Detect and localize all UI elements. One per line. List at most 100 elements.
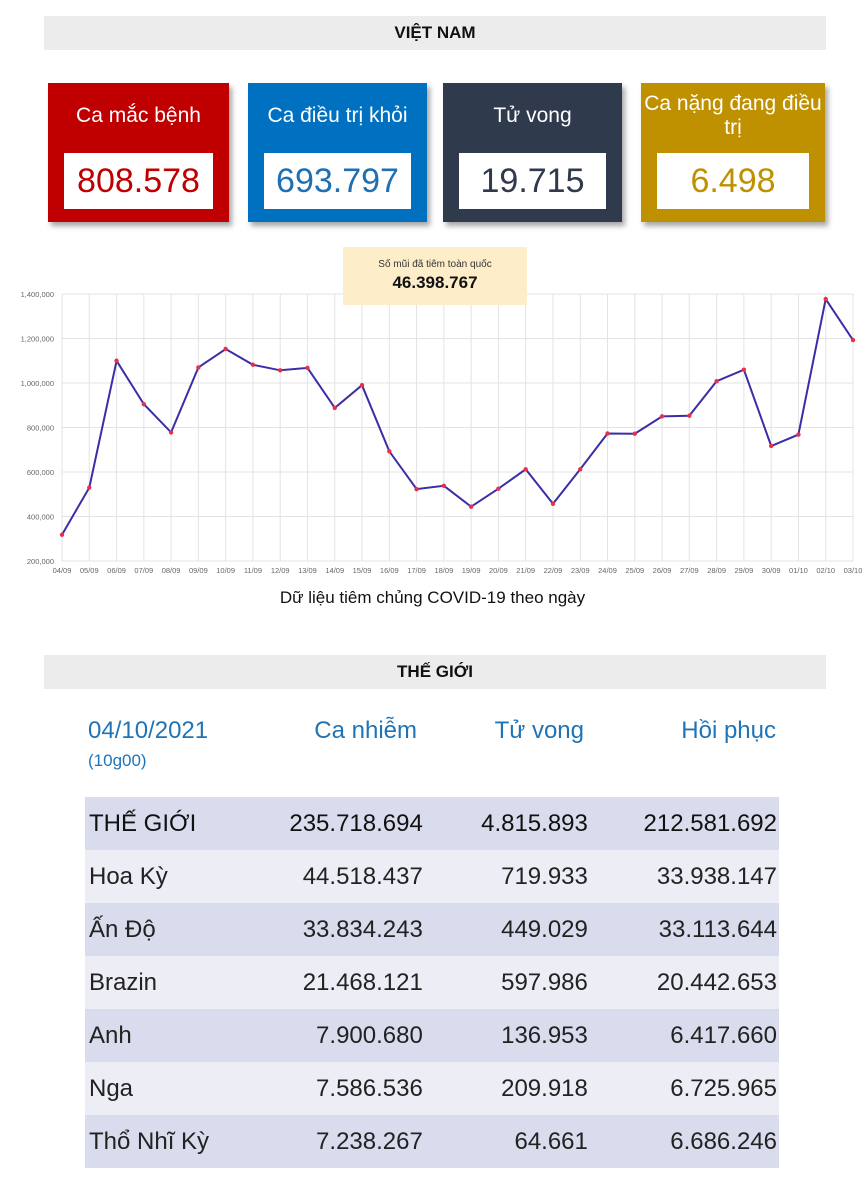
world-table-header: 04/10/2021 (10g00) Ca nhiễm Tử vong Hồi … (85, 713, 785, 793)
data-point (550, 501, 556, 507)
data-point (441, 483, 447, 488)
data-point (387, 449, 392, 454)
column-header-deaths: Tử vong (494, 717, 584, 744)
data-point (632, 431, 637, 436)
deaths-cell: 719.933 (422, 850, 588, 903)
deaths-label: Tử vong (493, 104, 572, 127)
cases-cell: 235.718.694 (267, 797, 423, 850)
y-tick-label: 1,400,000 (21, 290, 54, 299)
vaccination-total-value: 46.398.767 (392, 273, 478, 292)
y-tick-label: 1,000,000 (21, 379, 54, 388)
x-tick-label: 06/09 (107, 566, 126, 575)
data-point (523, 467, 528, 472)
data-point (578, 467, 583, 472)
x-tick-label: 05/09 (80, 566, 99, 575)
data-point (496, 486, 501, 491)
data-point (605, 431, 610, 436)
data-point (168, 430, 174, 435)
x-tick-label: 02/10 (816, 566, 835, 575)
x-tick-label: 04/09 (53, 566, 72, 575)
country-name: Thổ Nhĩ Kỳ (85, 1115, 268, 1168)
cases-value: 808.578 (64, 153, 213, 209)
data-point (414, 486, 419, 492)
x-tick-label: 14/09 (325, 566, 344, 575)
x-tick-label: 09/09 (189, 566, 208, 575)
data-point (687, 413, 692, 418)
deaths-cell: 136.953 (422, 1009, 588, 1062)
x-tick-label: 16/09 (380, 566, 399, 575)
vaccination-total-box: Số mũi đã tiêm toàn quốc 46.398.767 (343, 247, 527, 305)
data-point (359, 383, 365, 388)
x-tick-label: 19/09 (462, 566, 481, 575)
data-point (141, 401, 147, 407)
x-tick-label: 01/10 (789, 566, 808, 575)
x-tick-label: 17/09 (407, 566, 426, 575)
data-point (223, 346, 228, 352)
country-name: Nga (85, 1062, 268, 1115)
series-line (61, 296, 854, 536)
world-date: 04/10/2021 (88, 717, 209, 744)
table-row: Hoa Kỳ 44.518.437 719.933 33.938.147 (85, 850, 779, 903)
severe-card: Ca nặng đang điều trị 6.498 (641, 83, 825, 222)
world-stats-table: THẾ GIỚI 235.718.694 4.815.893 212.581.692 H… (85, 797, 779, 1168)
recovered-cell: 212.581.692 (587, 797, 779, 850)
cases-cell: 44.518.437 (267, 850, 423, 903)
data-point (823, 296, 828, 302)
data-point (332, 405, 337, 411)
cases-cell: 21.468.121 (267, 956, 423, 1009)
cases-label: Ca mắc bệnh (76, 104, 201, 127)
cases-cell: 7.586.536 (267, 1062, 423, 1115)
country-name: Hoa Kỳ (85, 850, 268, 903)
data-point (714, 379, 719, 384)
y-axis-ticks: 200,000 400,000 600,000 800,000 1,000,000 1,2… (21, 290, 54, 566)
world-time: (10g00) (88, 751, 147, 770)
x-tick-label: 30/09 (762, 566, 781, 575)
cases-card: Ca mắc bệnh 808.578 (48, 83, 229, 222)
recovered-cell: 20.442.653 (587, 956, 779, 1009)
recovered-label: Ca điều trị khỏi (267, 104, 408, 127)
x-tick-label: 25/09 (625, 566, 644, 575)
table-row: Ấn Độ 33.834.243 449.029 33.113.644 (85, 903, 779, 956)
deaths-card: Tử vong 19.715 (443, 83, 622, 222)
table-row: Thổ Nhĩ Kỳ 7.238.267 64.661 6.686.246 (85, 1115, 779, 1168)
x-tick-label: 27/09 (680, 566, 699, 575)
x-tick-label: 13/09 (298, 566, 317, 575)
deaths-cell: 64.661 (422, 1115, 588, 1168)
recovered-cell: 6.686.246 (587, 1115, 779, 1168)
vaccination-total-label: Số mũi đã tiêm toàn quốc (378, 259, 492, 270)
data-point (659, 414, 665, 419)
table-row: Anh 7.900.680 136.953 6.417.660 (85, 1009, 779, 1062)
country-name: THẾ GIỚI (85, 797, 268, 850)
x-tick-label: 24/09 (598, 566, 617, 575)
data-point (196, 365, 201, 370)
x-tick-label: 10/09 (216, 566, 235, 575)
data-point (114, 358, 119, 363)
x-tick-label: 07/09 (134, 566, 153, 575)
y-tick-label: 1,200,000 (21, 335, 54, 344)
x-tick-label: 21/09 (516, 566, 535, 575)
y-tick-label: 600,000 (27, 468, 54, 477)
country-name: Brazin (85, 956, 268, 1009)
series-points (59, 296, 856, 537)
deaths-value: 19.715 (459, 153, 606, 209)
x-axis-ticks: 04/09 05/09 06/09 07/09 08/09 09/09 10/09 11/09… (53, 566, 863, 575)
data-point (741, 367, 747, 372)
deaths-cell: 449.029 (422, 903, 588, 956)
y-tick-label: 400,000 (27, 513, 54, 522)
data-point (796, 432, 801, 437)
table-row: THẾ GIỚI 235.718.694 4.815.893 212.581.692 (85, 797, 779, 850)
recovered-cell: 33.938.147 (587, 850, 779, 903)
x-tick-label: 11/09 (244, 566, 262, 575)
x-tick-label: 29/09 (735, 566, 754, 575)
recovered-cell: 33.113.644 (587, 903, 779, 956)
severe-value: 6.498 (657, 153, 809, 209)
x-tick-label: 28/09 (707, 566, 726, 575)
data-point (250, 362, 256, 367)
deaths-cell: 209.918 (422, 1062, 588, 1115)
vaccination-line-chart: 200,000 400,000 600,000 800,000 1,000,000 1,2… (21, 290, 863, 575)
y-tick-label: 200,000 (27, 557, 54, 566)
column-header-cases: Ca nhiễm (314, 717, 417, 744)
series-line-path (61, 296, 854, 536)
data-point (850, 337, 856, 343)
recovered-card: Ca điều trị khỏi 693.797 (248, 83, 427, 222)
